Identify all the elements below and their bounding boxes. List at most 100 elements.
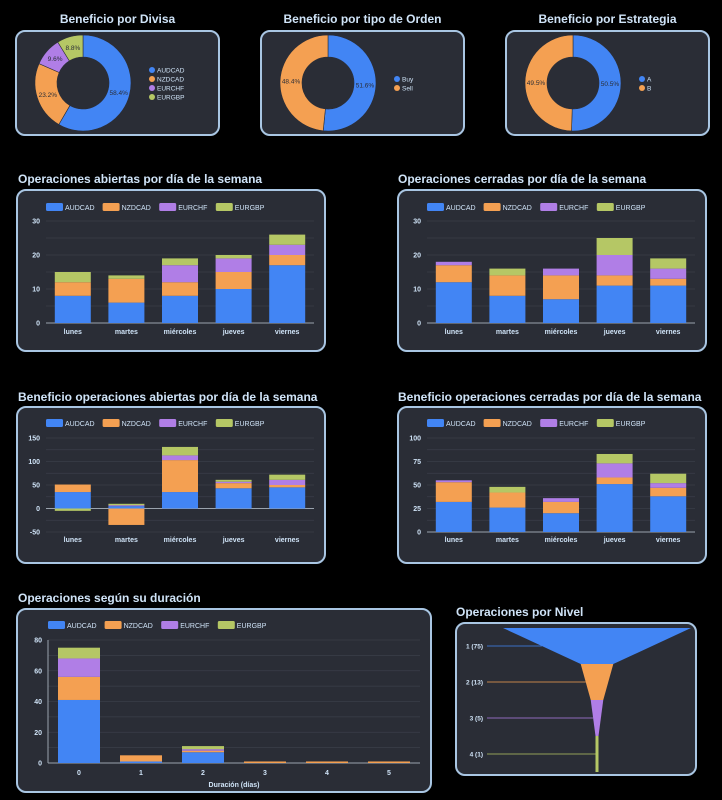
bar-segment-audcad bbox=[596, 285, 633, 323]
bar-segment-eurchf bbox=[543, 268, 579, 276]
bar-segment-nzdcad bbox=[435, 265, 472, 283]
legend-swatch-audcad bbox=[427, 203, 444, 211]
bar-segment-audcad bbox=[489, 295, 526, 323]
legend-label: AUDCAD bbox=[65, 421, 95, 428]
bar-segment-eurgbp bbox=[182, 746, 224, 750]
bar-segment-audcad bbox=[120, 761, 162, 763]
panel-benef-abiertas: AUDCAD NZDCAD EURCHF EURGBP -50 0 50 100 150 lune… bbox=[16, 406, 326, 564]
chart-orden: 51.6% 48.4% Buy Sell bbox=[279, 34, 414, 132]
x-tick-label: 0 bbox=[77, 770, 81, 777]
legend-label: NZDCAD bbox=[124, 623, 153, 630]
legend-swatch-eurchf bbox=[161, 621, 179, 629]
panel-estrategia: 50.5% 49.5% A B bbox=[505, 30, 710, 136]
chart-abiertas: AUDCAD NZDCAD EURCHF EURGBP 0 10 20 30 lunes mart… bbox=[32, 203, 314, 336]
legend-swatch-nzdcad bbox=[102, 419, 120, 427]
x-tick-label: viernes bbox=[275, 537, 300, 544]
pie-label: 8.8% bbox=[65, 45, 80, 52]
title-cerradas: Operaciones cerradas por día de la seman… bbox=[398, 172, 647, 186]
x-tick-label: lunes bbox=[64, 537, 82, 544]
bar-segment-audcad bbox=[215, 289, 252, 323]
legend-label: AUDCAD bbox=[65, 205, 95, 212]
legend-marker bbox=[639, 76, 645, 82]
y-tick-label: 25 bbox=[413, 506, 421, 513]
bar-segment-nzdcad bbox=[244, 761, 286, 763]
y-tick-label: 40 bbox=[34, 699, 42, 706]
bar-segment-eurgbp bbox=[162, 258, 198, 266]
bar-segment-audcad bbox=[162, 295, 198, 323]
legend-label: EURCHF bbox=[559, 421, 588, 428]
bar-segment-audcad bbox=[489, 507, 526, 532]
x-tick-label: 1 bbox=[139, 770, 143, 777]
bar-segment-eurchf bbox=[58, 658, 100, 677]
funnel-label: 4 (1) bbox=[470, 752, 483, 759]
x-tick-label: martes bbox=[496, 537, 519, 544]
legend-swatch-nzdcad bbox=[102, 203, 120, 211]
legend-swatch-nzdcad bbox=[483, 203, 501, 211]
panel-nivel: 1 (75) 2 (13) 3 (5) 4 (1) bbox=[455, 622, 697, 776]
pie-label: 9.6% bbox=[48, 56, 63, 63]
legend-swatch-eurgbp bbox=[596, 419, 614, 427]
pie-label: 48.4% bbox=[282, 79, 301, 86]
bar-segment-eurchf bbox=[435, 261, 472, 266]
bar-segment-audcad bbox=[215, 488, 252, 509]
y-tick-label: 150 bbox=[28, 436, 40, 443]
legend-swatch-audcad bbox=[46, 203, 63, 211]
legend-swatch-eurchf bbox=[540, 419, 558, 427]
x-tick-label: viernes bbox=[656, 537, 681, 544]
panel-cerradas: AUDCAD NZDCAD EURCHF EURGBP 0 10 20 30 lunes mart… bbox=[397, 189, 707, 352]
x-tick-label: lunes bbox=[445, 329, 463, 336]
bar-segment-eurgbp bbox=[269, 234, 306, 245]
legend-marker bbox=[149, 76, 155, 82]
pie-slice-a bbox=[571, 34, 622, 132]
y-tick-label: 50 bbox=[32, 483, 40, 490]
legend-swatch-eurgbp bbox=[217, 621, 235, 629]
bar-segment-eurchf bbox=[650, 483, 687, 488]
bar-segment-eurchf bbox=[596, 463, 633, 478]
y-tick-label: 30 bbox=[32, 219, 40, 226]
pie-slice-eurgbp bbox=[57, 34, 84, 62]
bar-segment-eurchf bbox=[215, 258, 252, 272]
bar-segment-eurgbp bbox=[108, 275, 145, 279]
legend-swatch-audcad bbox=[46, 419, 63, 427]
bar-segment-eurgbp bbox=[489, 486, 526, 493]
y-tick-label: 75 bbox=[413, 459, 421, 466]
pie-slice-b bbox=[524, 34, 574, 132]
title-benef-abiertas: Beneficio operaciones abiertas por día d… bbox=[18, 390, 318, 404]
legend-swatch-audcad bbox=[427, 419, 444, 427]
x-tick-label: 2 bbox=[201, 770, 205, 777]
y-tick-label: 20 bbox=[34, 730, 42, 737]
legend-label: A bbox=[647, 77, 652, 84]
funnel-label: 1 (75) bbox=[466, 644, 483, 651]
x-tick-label: 5 bbox=[387, 770, 391, 777]
bar-segment-audcad bbox=[543, 299, 579, 323]
funnel-segment-2 bbox=[580, 664, 614, 700]
bar-segment-audcad bbox=[596, 484, 633, 532]
bar-segment-audcad bbox=[162, 492, 198, 509]
bar-segment-audcad bbox=[54, 492, 91, 509]
bar-segment-audcad bbox=[54, 295, 91, 323]
bar-segment-audcad bbox=[435, 501, 472, 532]
x-tick-label: miércoles bbox=[164, 329, 197, 336]
bar-segment-eurchf bbox=[543, 498, 579, 502]
bar-segment-nzdcad bbox=[543, 501, 579, 514]
legend-label: EURCHF bbox=[180, 623, 209, 630]
x-tick-label: martes bbox=[496, 329, 519, 336]
panel-orden: 51.6% 48.4% Buy Sell bbox=[260, 30, 465, 136]
legend-swatch-eurgbp bbox=[215, 203, 233, 211]
funnel-segment-4 bbox=[595, 736, 599, 772]
legend-label: AUDCAD bbox=[67, 623, 97, 630]
pie-label: 51.6% bbox=[356, 82, 375, 89]
x-tick-label: viernes bbox=[656, 329, 681, 336]
bar-segment-audcad bbox=[269, 265, 306, 323]
y-tick-label: 50 bbox=[413, 483, 421, 490]
bar-segment-eurchf bbox=[650, 268, 687, 279]
chart-cerradas: AUDCAD NZDCAD EURCHF EURGBP 0 10 20 30 lunes mart… bbox=[413, 203, 695, 336]
bar-segment-nzdcad bbox=[108, 508, 145, 525]
panel-benef-cerradas: AUDCAD NZDCAD EURCHF EURGBP 0 25 50 75 100 lunes m… bbox=[397, 406, 707, 564]
legend-label: NZDCAD bbox=[503, 421, 532, 428]
chart-duracion: AUDCAD NZDCAD EURCHF EURGBP 0 20 40 60 80 0 1 2 3 4 5 D… bbox=[34, 621, 420, 789]
chart-divisa: 58.4% 23.2% 9.6%8.8% AUDCAD NZDCAD EURCHF EURG… bbox=[34, 34, 185, 132]
legend-swatch-nzdcad bbox=[104, 621, 122, 629]
title-duracion: Operaciones según su duración bbox=[18, 591, 201, 605]
bar-segment-eurchf bbox=[269, 244, 306, 255]
